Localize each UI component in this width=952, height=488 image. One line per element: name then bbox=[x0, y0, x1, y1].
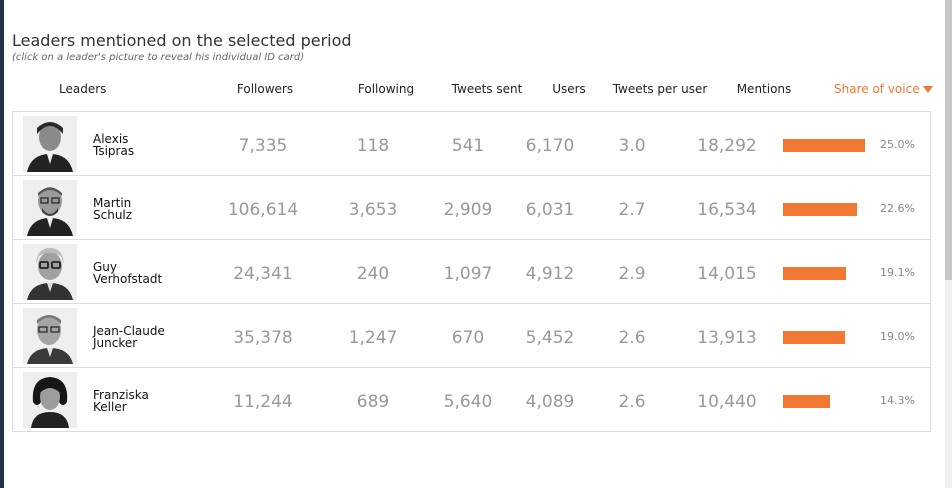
following-value: 1,247 bbox=[348, 328, 398, 348]
following-value: 118 bbox=[356, 136, 390, 156]
leader-name: Franziska Keller bbox=[93, 388, 149, 414]
share-of-voice-percent: 19.1% bbox=[880, 266, 915, 279]
table-row: Guy Verhofstadt 24,341 240 1,097 4,912 2.… bbox=[13, 240, 930, 304]
table-row: Alexis Tsipras 7,335 118 541 6,170 3.0 18… bbox=[13, 112, 930, 176]
share-of-voice-bar bbox=[783, 395, 830, 408]
followers-value: 35,378 bbox=[233, 328, 293, 348]
column-header-following[interactable]: Following bbox=[357, 82, 415, 96]
tweets-sent-value: 541 bbox=[451, 136, 485, 156]
users-value: 4,089 bbox=[525, 392, 575, 412]
column-header-followers[interactable]: Followers bbox=[236, 82, 294, 96]
followers-value: 11,244 bbox=[233, 392, 293, 412]
column-header-mentions[interactable]: Mentions bbox=[736, 82, 792, 96]
following-value: 689 bbox=[356, 392, 390, 412]
sort-desc-icon bbox=[922, 86, 933, 93]
leader-photo[interactable] bbox=[23, 244, 77, 300]
column-header-users[interactable]: Users bbox=[552, 82, 586, 96]
share-of-voice-bar bbox=[783, 267, 846, 280]
followers-value: 7,335 bbox=[238, 136, 288, 156]
scrollbar-thumb[interactable] bbox=[945, 0, 952, 280]
leader-name: Martin Schulz bbox=[93, 196, 133, 222]
section-subtitle: (click on a leader's picture to reveal h… bbox=[12, 52, 305, 63]
leader-photo[interactable] bbox=[23, 180, 77, 236]
share-of-voice-bar bbox=[783, 203, 857, 216]
tweets-per-user-value: 2.6 bbox=[618, 328, 646, 348]
section-title: Leaders mentioned on the selected period bbox=[12, 31, 352, 50]
table-row: Martin Schulz 106,614 3,653 2,909 6,031 2… bbox=[13, 176, 930, 240]
tweets-sent-value: 670 bbox=[451, 328, 485, 348]
share-of-voice-percent: 19.0% bbox=[880, 330, 915, 343]
followers-value: 106,614 bbox=[227, 200, 299, 220]
mentions-value: 10,440 bbox=[697, 392, 757, 412]
mentions-value: 14,015 bbox=[697, 264, 757, 284]
mentions-value: 16,534 bbox=[697, 200, 757, 220]
following-value: 3,653 bbox=[348, 200, 398, 220]
leader-photo[interactable] bbox=[23, 372, 77, 428]
tweets-sent-value: 5,640 bbox=[443, 392, 493, 412]
left-frame-edge bbox=[0, 0, 4, 488]
leader-photo[interactable] bbox=[23, 308, 77, 364]
users-value: 6,031 bbox=[525, 200, 575, 220]
person-icon bbox=[31, 377, 69, 428]
column-header-tweets-per-user[interactable]: Tweets per user bbox=[612, 82, 708, 96]
share-of-voice-bar bbox=[783, 331, 845, 344]
table-row: Franziska Keller 11,244 689 5,640 4,089 2… bbox=[13, 368, 930, 432]
followers-value: 24,341 bbox=[233, 264, 293, 284]
users-value: 4,912 bbox=[525, 264, 575, 284]
column-header-share-of-voice[interactable]: Share of voice bbox=[834, 82, 933, 96]
person-icon bbox=[27, 187, 73, 236]
users-value: 6,170 bbox=[525, 136, 575, 156]
person-icon bbox=[27, 248, 73, 300]
tweets-per-user-value: 3.0 bbox=[618, 136, 646, 156]
mentions-value: 13,913 bbox=[697, 328, 757, 348]
leader-name: Guy Verhofstadt bbox=[93, 260, 163, 286]
leader-name: Alexis Tsipras bbox=[93, 132, 135, 158]
table-row: Jean-Claude Juncker 35,378 1,247 670 5,45… bbox=[13, 304, 930, 368]
tweets-per-user-value: 2.6 bbox=[618, 392, 646, 412]
leader-name: Jean-Claude Juncker bbox=[93, 324, 165, 350]
column-header-leaders: Leaders bbox=[59, 82, 107, 96]
tweets-per-user-value: 2.7 bbox=[618, 200, 646, 220]
column-header-tweets-sent[interactable]: Tweets sent bbox=[451, 82, 523, 96]
share-of-voice-label: Share of voice bbox=[834, 82, 920, 96]
share-of-voice-percent: 25.0% bbox=[880, 138, 915, 151]
tweets-sent-value: 2,909 bbox=[443, 200, 493, 220]
share-of-voice-percent: 22.6% bbox=[880, 202, 915, 215]
person-icon bbox=[27, 122, 73, 172]
users-value: 5,452 bbox=[525, 328, 575, 348]
tweets-sent-value: 1,097 bbox=[443, 264, 493, 284]
leader-photo[interactable] bbox=[23, 116, 77, 172]
leaders-table: Alexis Tsipras 7,335 118 541 6,170 3.0 18… bbox=[12, 111, 931, 432]
share-of-voice-percent: 14.3% bbox=[880, 394, 915, 407]
tweets-per-user-value: 2.9 bbox=[618, 264, 646, 284]
person-icon bbox=[27, 315, 73, 364]
share-of-voice-bar bbox=[783, 139, 865, 152]
following-value: 240 bbox=[356, 264, 390, 284]
scrollbar[interactable] bbox=[945, 0, 952, 488]
mentions-value: 18,292 bbox=[697, 136, 757, 156]
